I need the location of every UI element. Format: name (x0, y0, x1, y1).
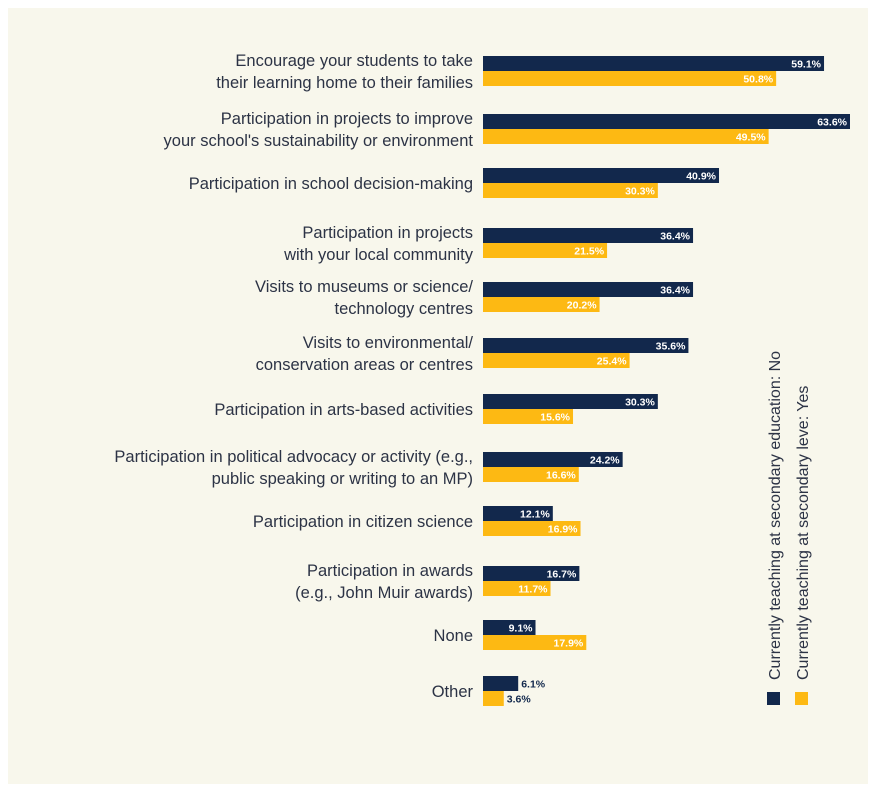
bars-layer: 59.1% 50.8% 63.6% 49.5% 40.9% 30.3% 36.4% 21.5%… (483, 56, 850, 706)
value-label-yes-11: 3.6% (507, 694, 532, 706)
value-label-no-6: 30.3% (625, 397, 655, 409)
category-label-9-line-1: (e.g., John Muir awards) (295, 584, 473, 602)
category-label-4-line-0: Visits to museums or science/ (255, 278, 473, 296)
category-label-8-line-0: Participation in citizen science (253, 513, 473, 531)
value-label-no-10: 9.1% (509, 623, 534, 635)
bar-yes-10 (483, 635, 587, 650)
chart-panel: 59.1% 50.8% 63.6% 49.5% 40.9% 30.3% 36.4% 21.5%… (8, 8, 868, 784)
value-label-yes-6: 15.6% (540, 412, 570, 424)
category-label-1-line-1: your school's sustainability or environm… (164, 132, 474, 150)
value-label-yes-1: 49.5% (736, 132, 766, 144)
bar-chart: 59.1% 50.8% 63.6% 49.5% 40.9% 30.3% 36.4% 21.5%… (114, 52, 850, 706)
legend-label-yes: Currently teaching at secondary leve: Ye… (795, 386, 812, 680)
category-label-5-line-1: conservation areas or centres (256, 356, 473, 374)
bar-no-5 (483, 338, 689, 353)
value-label-yes-3: 21.5% (574, 246, 604, 258)
value-label-yes-2: 30.3% (625, 186, 655, 198)
bar-no-0 (483, 56, 825, 71)
bar-no-9 (483, 566, 580, 581)
category-label-7-line-1: public speaking or writing to an MP) (212, 470, 473, 488)
bar-yes-8 (483, 521, 581, 536)
bar-yes-3 (483, 243, 608, 258)
bar-no-4 (483, 282, 694, 297)
category-label-0-line-0: Encourage your students to take (235, 52, 473, 70)
category-labels-layer: Encourage your students to take their lea… (114, 52, 473, 701)
bar-yes-1 (483, 129, 769, 144)
category-label-3-line-1: with your local community (283, 246, 474, 264)
category-label-4-line-1: technology centres (334, 300, 473, 318)
bar-yes-4 (483, 297, 600, 312)
bar-yes-7 (483, 467, 579, 482)
category-label-6-line-0: Participation in arts-based activities (214, 401, 473, 419)
value-label-no-2: 40.9% (686, 171, 716, 183)
value-label-no-4: 36.4% (660, 285, 690, 297)
value-label-no-3: 36.4% (660, 231, 690, 243)
value-label-no-8: 12.1% (520, 509, 550, 521)
value-label-no-11: 6.1% (521, 679, 546, 691)
category-label-3-line-0: Participation in projects (302, 224, 473, 242)
value-label-yes-0: 50.8% (743, 74, 773, 86)
bar-no-6 (483, 394, 658, 409)
value-label-yes-8: 16.9% (548, 524, 578, 536)
value-label-yes-10: 17.9% (554, 638, 584, 650)
bar-no-1 (483, 114, 850, 129)
bar-yes-0 (483, 71, 777, 86)
category-label-10-line-0: None (434, 627, 473, 645)
legend-label-no: Currently teaching at secondary educatio… (767, 351, 784, 680)
category-label-9-line-0: Participation in awards (307, 562, 473, 580)
bar-yes-9 (483, 581, 551, 596)
bar-no-2 (483, 168, 720, 183)
category-label-0-line-1: their learning home to their families (216, 74, 473, 92)
legend: Currently teaching at secondary educatio… (767, 351, 812, 705)
bar-yes-2 (483, 183, 658, 198)
value-label-yes-4: 20.2% (567, 300, 597, 312)
value-label-no-7: 24.2% (590, 455, 620, 467)
bar-yes-11 (483, 691, 504, 706)
value-label-no-9: 16.7% (547, 569, 577, 581)
bar-no-11 (483, 676, 519, 691)
bar-no-8 (483, 506, 553, 521)
bar-yes-5 (483, 353, 630, 368)
value-label-no-1: 63.6% (817, 117, 847, 129)
bar-no-7 (483, 452, 623, 467)
value-label-no-5: 35.6% (656, 341, 686, 353)
bar-yes-6 (483, 409, 574, 424)
value-label-no-0: 59.1% (791, 59, 821, 71)
category-label-1-line-0: Participation in projects to improve (221, 110, 473, 128)
category-label-11-line-0: Other (432, 683, 474, 701)
value-label-yes-5: 25.4% (597, 356, 627, 368)
value-label-yes-7: 16.6% (546, 470, 576, 482)
bar-no-10 (483, 620, 536, 635)
category-label-7-line-0: Participation in political advocacy or a… (114, 448, 473, 466)
legend-swatch-no (767, 692, 780, 705)
category-label-5-line-0: Visits to environmental/ (303, 334, 474, 352)
bar-no-3 (483, 228, 694, 243)
legend-swatch-yes (795, 692, 808, 705)
value-label-yes-9: 11.7% (518, 584, 548, 596)
category-label-2-line-0: Participation in school decision-making (189, 175, 473, 193)
